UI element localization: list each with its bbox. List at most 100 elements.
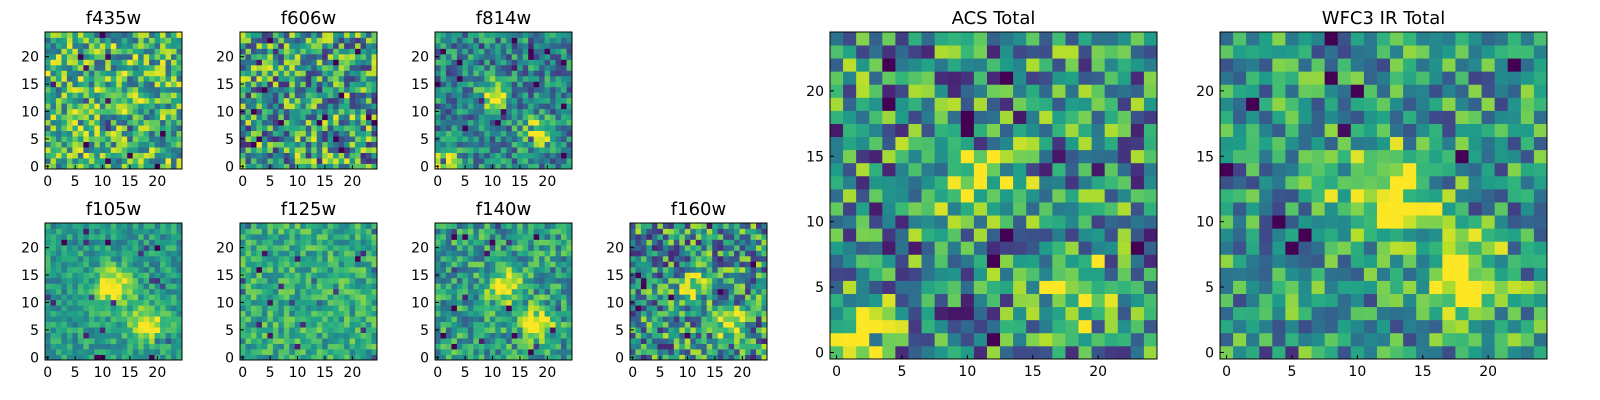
heatmap-cell xyxy=(360,250,367,257)
heatmap-cell xyxy=(283,48,290,55)
heatmap-cell xyxy=(322,255,329,262)
heatmap-cell xyxy=(717,305,724,312)
heatmap-cell xyxy=(83,59,90,66)
heatmap-cell xyxy=(360,266,367,273)
heatmap-cell xyxy=(517,75,524,82)
heatmap-cell xyxy=(456,108,463,115)
heatmap-cell xyxy=(66,141,73,148)
heatmap-cell xyxy=(701,288,708,295)
heatmap-cell xyxy=(830,188,844,203)
heatmap-cell xyxy=(94,119,101,126)
heatmap-cell xyxy=(539,321,545,328)
heatmap-cell xyxy=(283,53,290,60)
heatmap-cell xyxy=(289,255,296,262)
axes-frame xyxy=(629,222,768,361)
heatmap-cell xyxy=(511,310,518,317)
heatmap-cell xyxy=(484,321,491,328)
heatmap-cell xyxy=(245,343,252,350)
heatmap-cell xyxy=(561,37,567,44)
heatmap-cell xyxy=(561,223,567,229)
heatmap-cell xyxy=(528,48,535,55)
heatmap-cell xyxy=(517,48,524,55)
heatmap-cell xyxy=(250,338,257,344)
heatmap-cell xyxy=(349,64,356,71)
heatmap-cell xyxy=(908,293,922,308)
heatmap-cell xyxy=(544,32,551,38)
heatmap-cell xyxy=(646,288,653,295)
heatmap-cell xyxy=(240,349,246,355)
heatmap-cell xyxy=(110,136,117,142)
heatmap-cell xyxy=(283,321,290,328)
heatmap-cell xyxy=(456,103,463,110)
heatmap-cell xyxy=(272,70,279,77)
heatmap-cell xyxy=(555,261,562,268)
heatmap-cell xyxy=(947,345,962,360)
heatmap-cell xyxy=(160,158,166,164)
heatmap-cell xyxy=(440,64,447,71)
heatmap-cell xyxy=(283,354,290,361)
heatmap-cell xyxy=(495,92,502,99)
heatmap-cell xyxy=(272,310,279,317)
heatmap-cell xyxy=(256,294,263,301)
heatmap-cell xyxy=(756,288,762,295)
heatmap-cell xyxy=(121,228,128,235)
heatmap-cell xyxy=(566,321,573,328)
heatmap-cell xyxy=(445,310,452,317)
heatmap-cell xyxy=(240,130,246,137)
heatmap-cell xyxy=(305,86,312,93)
heatmap-cell xyxy=(61,108,68,115)
heatmap-cell xyxy=(105,152,112,159)
heatmap-cell xyxy=(50,163,57,170)
heatmap-cell xyxy=(149,354,155,361)
heatmap-cell xyxy=(245,64,252,71)
y-tick-label: 20 xyxy=(21,241,39,257)
heatmap-cell xyxy=(316,305,323,312)
heatmap-cell xyxy=(88,86,95,93)
heatmap-cell xyxy=(690,299,697,306)
heatmap-cell xyxy=(734,349,740,355)
heatmap-cell xyxy=(1130,332,1145,347)
heatmap-cell xyxy=(149,223,155,229)
heatmap-cell xyxy=(138,233,145,240)
heatmap-cell xyxy=(250,233,257,240)
heatmap-cell xyxy=(728,354,735,361)
heatmap-cell xyxy=(701,233,708,240)
heatmap-cell xyxy=(895,162,909,177)
heatmap-cell xyxy=(50,59,57,66)
heatmap-cell xyxy=(45,64,51,71)
heatmap-cell xyxy=(360,158,367,164)
heatmap-cell xyxy=(544,81,551,88)
heatmap-cell xyxy=(72,244,79,251)
heatmap-cell xyxy=(72,108,79,115)
heatmap-cell xyxy=(869,228,883,242)
heatmap-cell xyxy=(657,266,664,273)
heatmap-cell xyxy=(283,233,290,240)
heatmap-cell xyxy=(646,244,653,251)
heatmap-cell xyxy=(690,316,697,323)
heatmap-cell xyxy=(66,103,73,110)
heatmap-cell xyxy=(635,272,642,279)
heatmap-cell xyxy=(756,228,762,235)
heatmap-cell xyxy=(355,119,361,126)
heatmap-cell xyxy=(651,288,658,295)
heatmap-cell xyxy=(371,299,378,306)
heatmap-cell xyxy=(550,97,556,104)
heatmap-cell xyxy=(121,327,128,333)
heatmap-cell xyxy=(55,288,62,295)
heatmap-cell xyxy=(245,233,252,240)
heatmap-cell xyxy=(338,70,345,77)
heatmap-cell xyxy=(566,332,573,339)
heatmap-cell xyxy=(311,299,318,306)
heatmap-cell xyxy=(973,188,988,203)
heatmap-cell xyxy=(322,37,329,44)
heatmap-cell xyxy=(723,228,730,235)
heatmap-cell xyxy=(327,86,334,93)
heatmap-cell xyxy=(662,299,669,306)
heatmap-cell xyxy=(484,114,491,121)
heatmap-cell xyxy=(272,299,279,306)
heatmap-cell xyxy=(635,266,642,273)
heatmap-cell xyxy=(651,277,658,284)
heatmap-cell xyxy=(154,119,161,126)
heatmap-cell xyxy=(132,321,139,328)
heatmap-cell xyxy=(360,141,367,148)
